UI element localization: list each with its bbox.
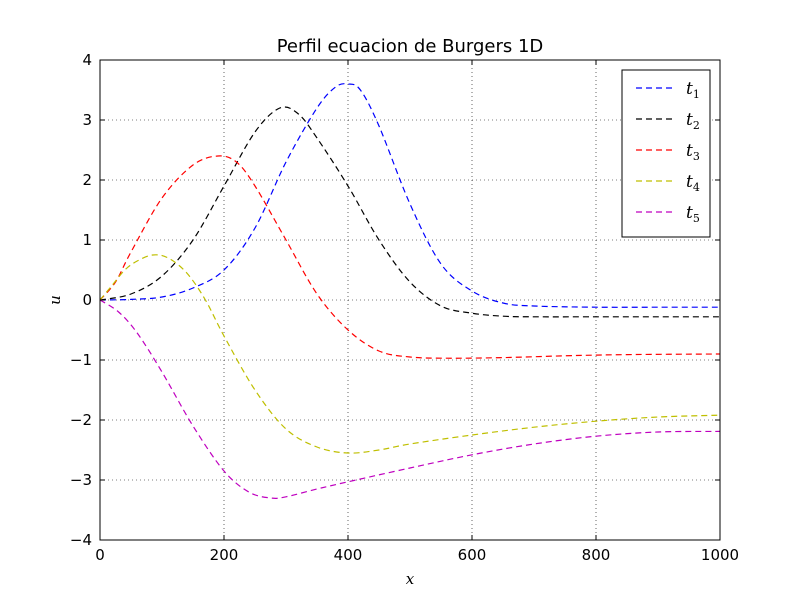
legend-label-t3: t3 [686, 141, 700, 163]
y-tick-label: 1 [82, 231, 92, 249]
x-tick-label: 1000 [701, 546, 739, 564]
y-tick-label: −2 [70, 411, 92, 429]
axis-ticks [99, 59, 721, 541]
y-tick-label: 4 [82, 51, 92, 69]
grid [100, 60, 720, 540]
series-lines [99, 83, 721, 499]
x-tick-label: 800 [582, 546, 611, 564]
x-tick-label: 0 [95, 546, 105, 564]
series-line-t2 [99, 106, 720, 318]
x-tick-label: 200 [210, 546, 239, 564]
series-line-t4 [99, 254, 721, 454]
y-axis-label: u [46, 295, 64, 305]
series-line-t1 [99, 83, 720, 308]
series-line-t3 [99, 155, 721, 359]
x-axis-label: x [406, 570, 415, 588]
legend-label-t5: t5 [686, 203, 700, 225]
legend-label-t1: t1 [686, 79, 700, 101]
y-tick-label: 3 [82, 111, 92, 129]
legend-label-t4: t4 [686, 172, 700, 194]
y-tick-label: −4 [70, 531, 92, 549]
tick-labels: 0 200 400 600 800 1000 −4 −3 −2 −1 0 1 2 3 4 [70, 51, 739, 564]
y-tick-label: −3 [70, 471, 92, 489]
x-tick-label: 600 [458, 546, 487, 564]
x-tick-label: 400 [334, 546, 363, 564]
legend: t1 t2 t3 t4 t5 [621, 69, 711, 238]
chart-title: Perfil ecuacion de Burgers 1D [277, 36, 544, 57]
y-tick-label: 0 [82, 291, 92, 309]
legend-box [621, 69, 711, 238]
y-tick-label: 2 [82, 171, 92, 189]
legend-label-t2: t2 [686, 110, 700, 132]
series-line-t5 [99, 299, 721, 499]
y-tick-label: −1 [70, 351, 92, 369]
